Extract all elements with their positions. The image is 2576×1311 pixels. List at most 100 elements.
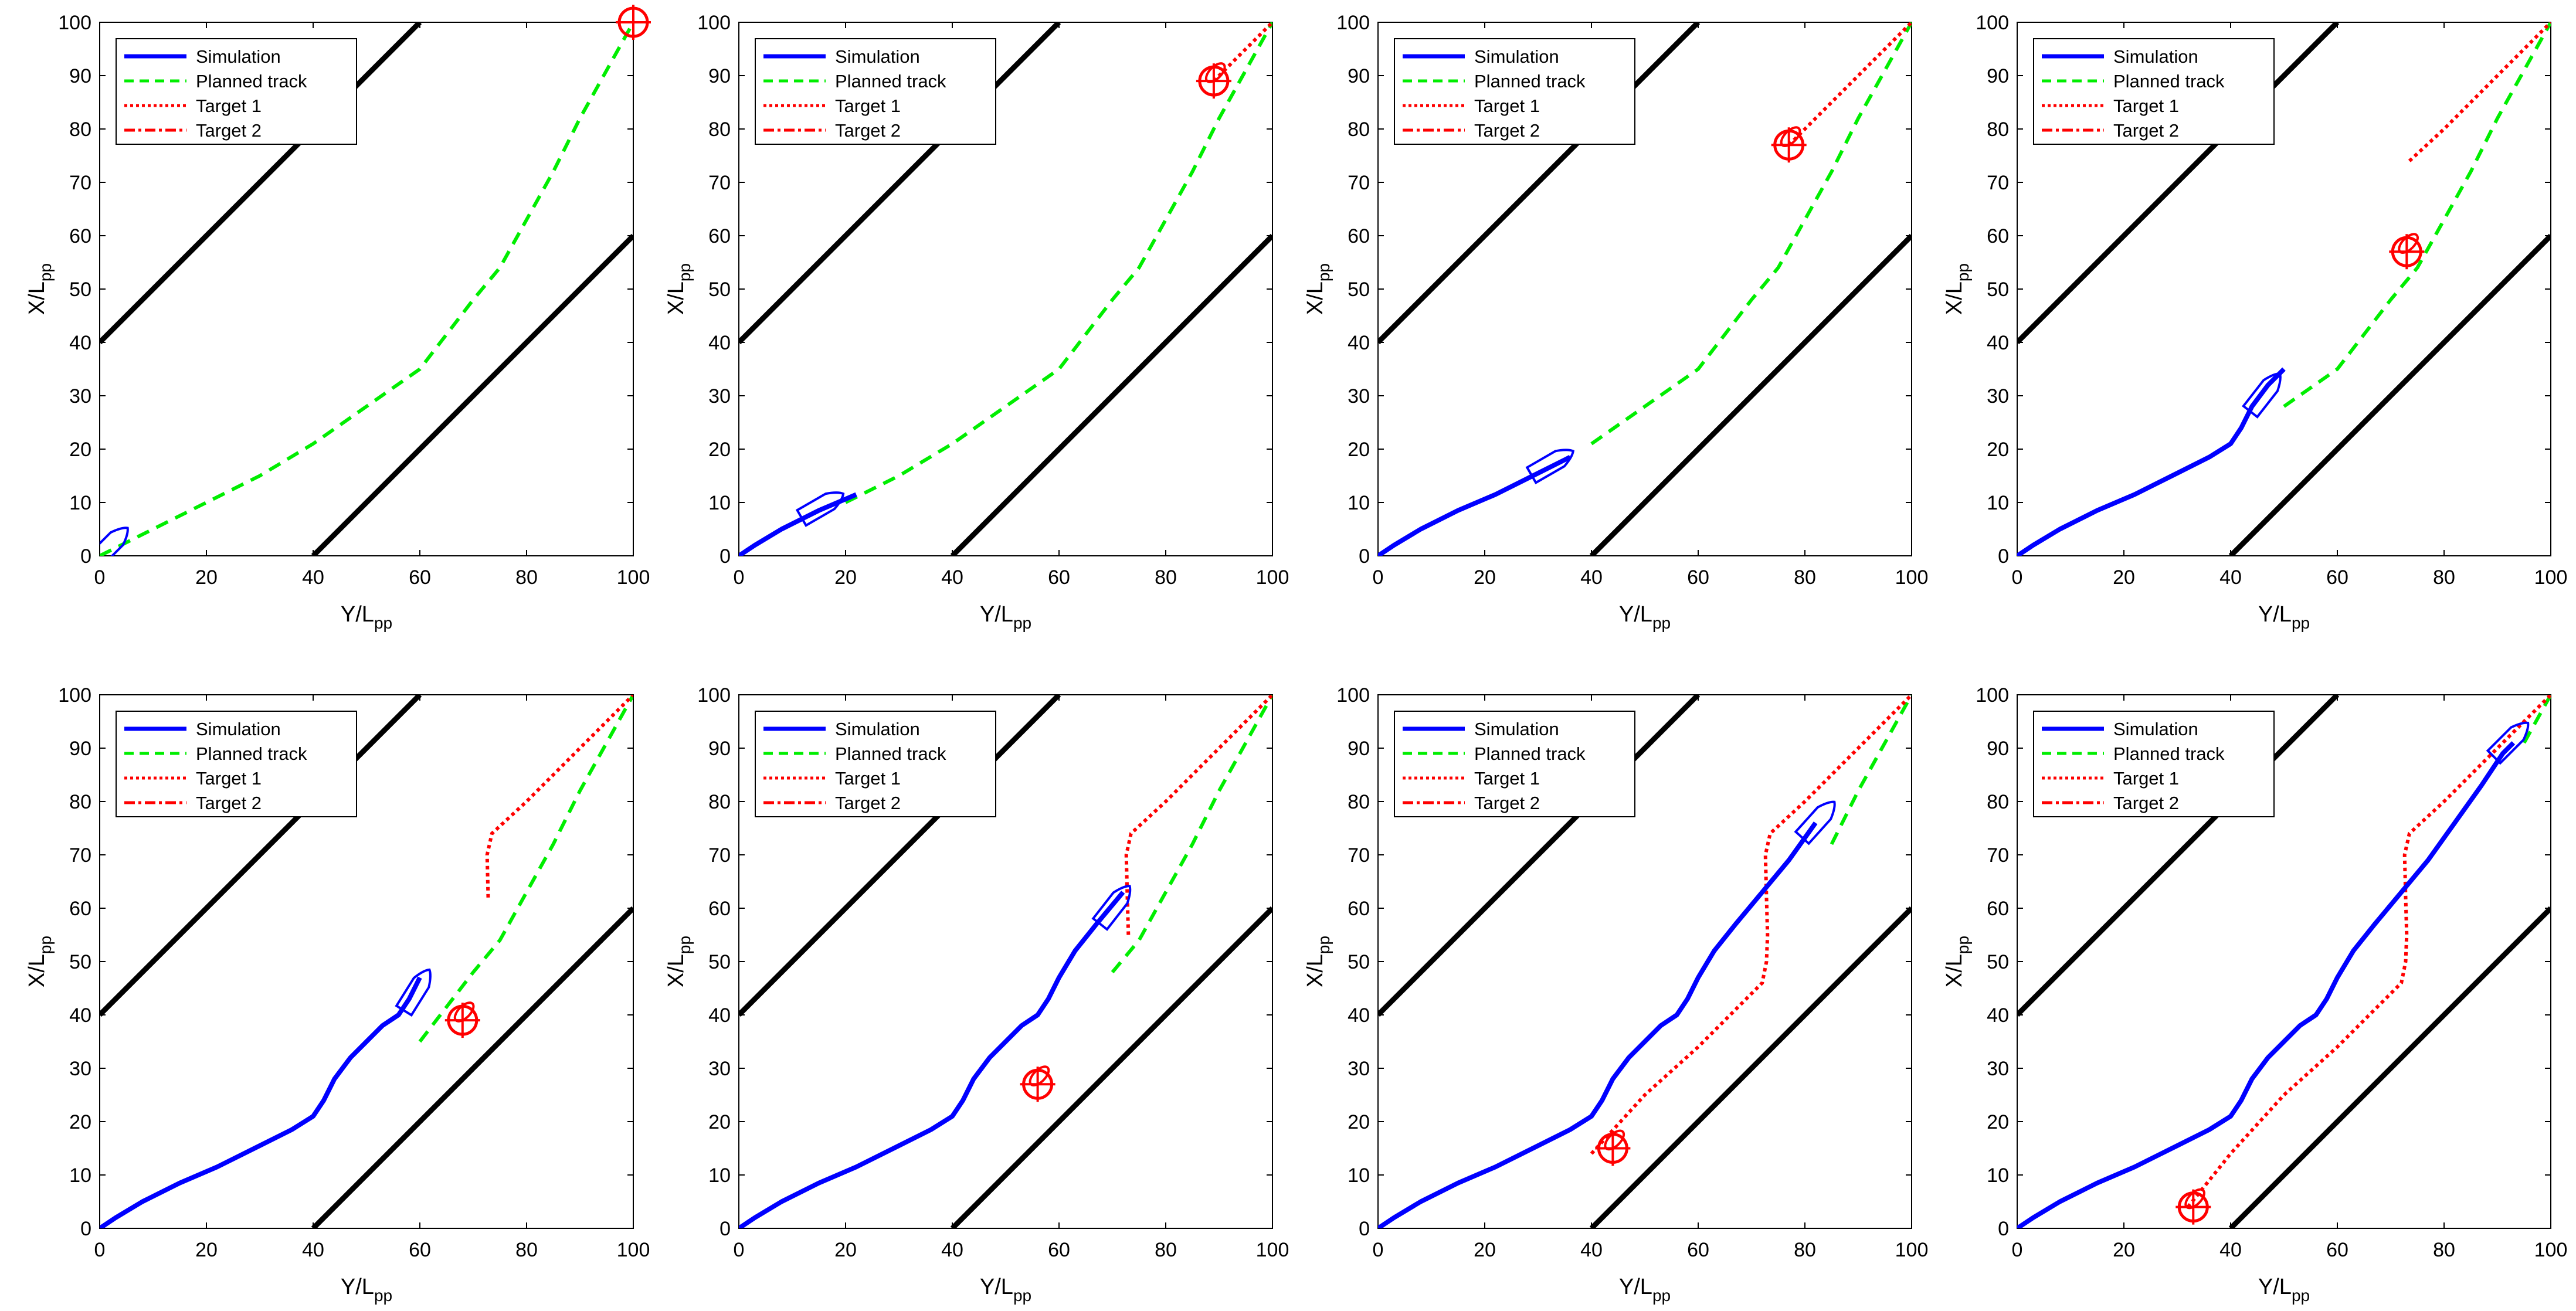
- legend: Simulation Planned track Target 1 Target 2: [2033, 711, 2275, 817]
- y-tick-label: 10: [69, 1164, 91, 1187]
- y-tick-label: 0: [719, 545, 731, 568]
- legend-label: Target 2: [1474, 120, 1540, 141]
- target1-track-line: [485, 695, 633, 898]
- y-tick-label: 0: [719, 1218, 731, 1240]
- x-tick-label: 100: [2534, 566, 2568, 589]
- x-tick-label: 80: [515, 566, 538, 589]
- y-tick-label: 40: [69, 1004, 91, 1027]
- legend: Simulation Planned track Target 1 Target 2: [116, 711, 357, 817]
- legend-label: Simulation: [1474, 46, 1559, 67]
- legend-label: Target 1: [2113, 96, 2179, 116]
- planned-track-line: [1830, 695, 1912, 845]
- legend-label: Target 2: [2113, 120, 2179, 141]
- y-tick-label: 50: [69, 278, 91, 301]
- legend-label: Target 2: [835, 793, 901, 813]
- y-tick-label: 0: [1998, 545, 2009, 568]
- legend: Simulation Planned track Target 1 Target 2: [1394, 38, 1635, 145]
- y-tick-label: 30: [1348, 385, 1370, 407]
- x-axis-label-sub: pp: [1013, 1286, 1031, 1305]
- x-axis-label-sub: pp: [1652, 614, 1671, 632]
- y-tick-label: 60: [69, 225, 91, 247]
- lower-boundary: [311, 906, 633, 1228]
- x-axis-label: Y/Lpp: [1619, 1275, 1671, 1305]
- y-tick-label: 50: [69, 951, 91, 973]
- x-tick-label: 80: [1794, 1239, 1816, 1261]
- plot-area: [739, 695, 1272, 1228]
- x-tick-label: 40: [2219, 1239, 2242, 1261]
- x-tick-label: 20: [2113, 1239, 2135, 1261]
- plot-area: [2017, 695, 2551, 1228]
- y-tick-label: 100: [1976, 684, 2009, 707]
- y-tick-label: 90: [708, 738, 731, 760]
- y-tick-label: 80: [1987, 791, 2009, 813]
- target-ship-marker: [1595, 1129, 1631, 1166]
- simulation-line: [2017, 741, 2516, 1228]
- legend-label: Simulation: [196, 719, 281, 739]
- y-tick-label: 60: [1987, 225, 2009, 247]
- legend: Simulation Planned track Target 1 Target 2: [755, 38, 996, 145]
- target1-track-line: [2186, 695, 2551, 1208]
- x-tick-label: 80: [515, 1239, 538, 1261]
- upper-boundary: [100, 695, 422, 1017]
- plot-area: [1378, 22, 1912, 556]
- y-tick-label: 80: [69, 118, 91, 141]
- y-tick-label: 90: [1348, 65, 1370, 87]
- y-tick-label: 70: [1987, 172, 2009, 194]
- legend-label: Target 1: [2113, 768, 2179, 789]
- planned-track-line: [1111, 695, 1272, 974]
- legend-label: Planned track: [2113, 71, 2225, 91]
- x-tick-label: 0: [1373, 1239, 1384, 1261]
- legend-label: Simulation: [2113, 46, 2198, 67]
- x-tick-label: 0: [2012, 1239, 2023, 1261]
- planned-track-line: [100, 22, 633, 556]
- legend-label: Target 2: [196, 120, 262, 141]
- target-ship-marker: [444, 1001, 480, 1038]
- y-tick-label: 100: [1976, 12, 2009, 34]
- x-tick-label: 0: [734, 1239, 745, 1261]
- y-axis-label: X/Lpp: [25, 263, 55, 315]
- target-ship-marker: [2389, 233, 2425, 270]
- y-tick-label: 100: [58, 684, 91, 707]
- x-tick-label: 40: [1580, 566, 1603, 589]
- panel-6: 0 20 40 60 80 100 0 10 20 30 40 50 60 70 80 90 100 Y/Lpp X…: [664, 684, 1289, 1305]
- x-axis-label: Y/Lpp: [2258, 602, 2310, 632]
- legend-label: Simulation: [835, 46, 920, 67]
- x-tick-label: 80: [1794, 566, 1816, 589]
- y-tick-label: 0: [1359, 1218, 1370, 1240]
- x-tick-label: 40: [302, 1239, 324, 1261]
- x-tick-label: 60: [409, 566, 431, 589]
- target-hull: [1204, 62, 1226, 83]
- panel-8: 0 20 40 60 80 100 0 10 20 30 40 50 60 70 80 90 100 Y/Lpp X…: [1942, 684, 2567, 1305]
- upper-boundary: [100, 22, 422, 345]
- y-tick-label: 90: [708, 65, 731, 87]
- upper-boundary: [739, 22, 1061, 345]
- panel-1: 0 20 40 60 80 100 0 10 20 30 40 50 60 70 80 90 100 Y/Lpp X…: [25, 5, 651, 632]
- lower-boundary: [2228, 906, 2551, 1228]
- legend-label: Target 1: [835, 768, 901, 789]
- x-tick-label: 60: [1687, 566, 1709, 589]
- target-hull: [2398, 233, 2419, 254]
- planned-track-line: [1590, 22, 1912, 446]
- lower-boundary: [2228, 233, 2551, 556]
- y-axis-label-sub: pp: [1315, 263, 1333, 281]
- y-tick-label: 90: [1987, 738, 2009, 760]
- own-ship-marker: [1794, 800, 1836, 845]
- own-ship-marker: [2486, 721, 2530, 765]
- x-tick-label: 0: [94, 566, 106, 589]
- x-axis-label-sub: pp: [2292, 614, 2310, 632]
- y-tick-label: 10: [1348, 492, 1370, 514]
- plot-area: [739, 22, 1272, 556]
- x-tick-label: 40: [941, 566, 963, 589]
- plot-area: [1378, 695, 1912, 1228]
- legend-label: Target 2: [835, 120, 901, 141]
- y-tick-label: 70: [708, 844, 731, 867]
- target1-track-line: [2408, 22, 2551, 162]
- y-tick-label: 70: [708, 172, 731, 194]
- y-tick-label: 80: [1987, 118, 2009, 141]
- y-tick-label: 50: [1348, 951, 1370, 973]
- y-tick-label: 90: [69, 738, 91, 760]
- y-axis-label-sub: pp: [1315, 936, 1333, 954]
- y-tick-label: 0: [1998, 1218, 2009, 1240]
- x-axis-label: Y/Lpp: [980, 1275, 1031, 1305]
- planned-track-line: [844, 22, 1272, 504]
